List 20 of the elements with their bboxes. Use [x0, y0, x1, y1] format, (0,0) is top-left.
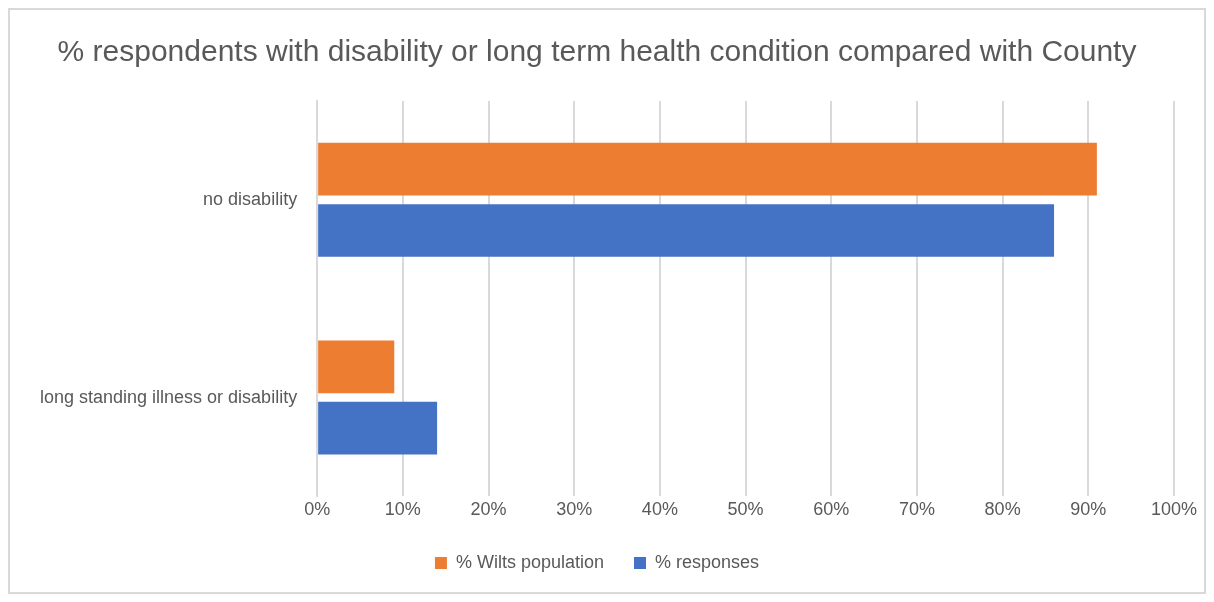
legend-label: % Wilts population — [455, 551, 605, 572]
bar — [318, 142, 1097, 196]
bar — [318, 401, 438, 455]
x-tick-label: 0% — [304, 499, 331, 520]
x-tick-label: 100% — [1150, 499, 1198, 520]
x-tick-label: 10% — [384, 499, 421, 520]
y-tick-label: long standing illness or disability — [39, 386, 298, 407]
x-tick-label: 50% — [727, 499, 764, 520]
bar — [318, 340, 395, 394]
x-tick-label: 20% — [470, 499, 507, 520]
x-tick-label: 60% — [813, 499, 850, 520]
x-tick-label: 40% — [641, 499, 678, 520]
bar — [318, 204, 1055, 257]
x-tick-label: 70% — [898, 499, 935, 520]
y-tick-label: no disability — [203, 188, 298, 209]
x-tick-label: 80% — [984, 499, 1021, 520]
legend-label: % responses — [655, 551, 760, 572]
chart-title: % respondents with disability or long term health condition compared with County — [57, 34, 1137, 68]
x-tick-label: 30% — [556, 499, 593, 520]
x-tick-label: 90% — [1070, 499, 1107, 520]
